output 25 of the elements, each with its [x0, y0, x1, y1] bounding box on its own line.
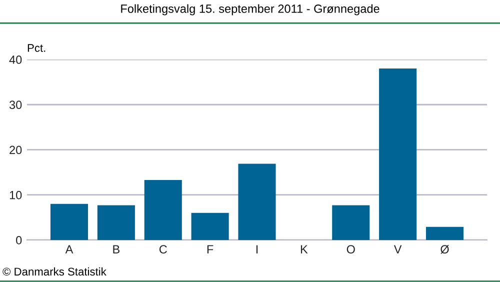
bar	[426, 226, 464, 240]
x-tick-label: I	[256, 245, 258, 254]
x-tick-label: Ø	[440, 244, 449, 254]
bar	[238, 164, 276, 240]
y-tick-label: 20	[10, 146, 22, 154]
bar	[332, 205, 370, 240]
x-tick-label: C	[159, 245, 167, 254]
bar	[379, 68, 417, 240]
x-tick-label: V	[394, 245, 402, 254]
x-tick-label: F	[207, 245, 214, 254]
y-tick-label: 10	[10, 190, 22, 200]
text: © Danmarks Statistik	[2, 267, 106, 276]
x-tick-label: B	[113, 245, 120, 254]
bar	[144, 180, 182, 240]
x-tick-label: O	[346, 245, 355, 254]
y-tick-label: 40	[9, 56, 22, 64]
y-axis-title: Pct.	[28, 44, 46, 52]
x-tick-label: K	[300, 245, 308, 254]
chart-title: Folketingsvalg 15. september 2011 - Grønnegade	[121, 4, 380, 16]
bar	[191, 212, 229, 240]
bar	[97, 205, 135, 240]
y-tick-label: 0	[16, 236, 22, 244]
y-tick-label: 30	[9, 100, 22, 110]
bar	[50, 204, 88, 240]
x-tick-label: A	[65, 245, 74, 254]
